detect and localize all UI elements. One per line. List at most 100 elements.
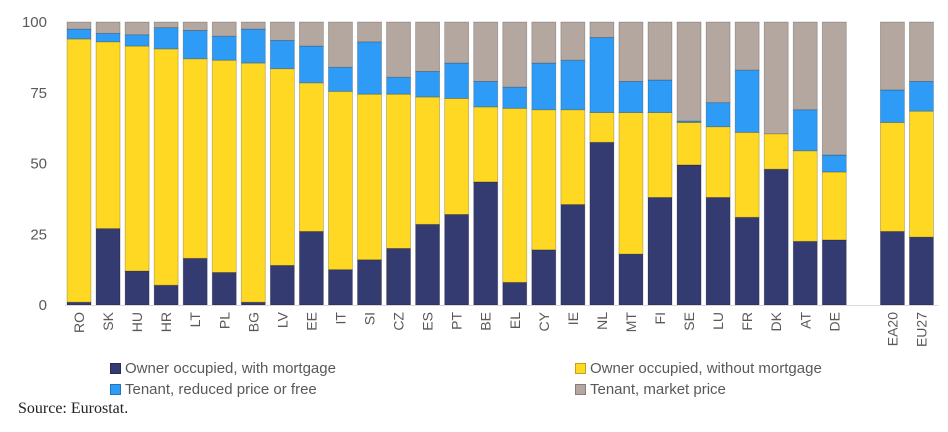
bar-segment-FR-1	[734, 131, 760, 218]
bar-segment-LU-3	[705, 21, 731, 104]
x-tick-label: CZ	[391, 312, 407, 331]
x-tick-label: NL	[594, 312, 610, 330]
legend-swatch-icon	[575, 384, 586, 395]
x-tick-label: FI	[652, 312, 668, 324]
bar-segment-LV-1	[269, 68, 295, 266]
bar-segment-DK-0	[763, 168, 789, 306]
bar-segment-HR-3	[153, 21, 179, 29]
bar-segment-EA20-3	[880, 21, 905, 91]
bar-segment-CY-0	[531, 249, 557, 306]
bar-segment-ES-2	[415, 71, 441, 98]
bar-segment-SI-0	[357, 259, 382, 306]
x-tick-label: SK	[100, 311, 116, 330]
x-tick-label: AT	[797, 312, 813, 329]
bar-segment-BG-1	[240, 62, 266, 303]
bar-segment-NL-3	[589, 21, 615, 38]
bar-segment-SI-3	[357, 21, 382, 43]
legend-label: Tenant, market price	[590, 381, 726, 398]
bar-segment-FI-1	[647, 112, 673, 198]
bar-segment-LU-1	[705, 126, 731, 198]
bar-segment-EU27-2	[909, 81, 934, 112]
legend-swatch-icon	[110, 384, 121, 395]
x-tick-label: DK	[768, 311, 784, 331]
source-note: Source: Eurostat.	[18, 400, 129, 417]
bar-segment-NL-0	[589, 141, 615, 306]
bar-segment-IE-1	[560, 109, 586, 205]
x-tick-label: HU	[129, 312, 145, 332]
bar-segment-HR-2	[153, 27, 179, 50]
bar-segment-BG-0	[240, 301, 266, 306]
bars	[66, 21, 934, 306]
bar-segment-SE-0	[676, 164, 702, 306]
legend-item-owner-with-mortgage: Owner occupied, with mortgage	[110, 360, 336, 377]
bar-segment-LT-2	[182, 30, 208, 60]
bar-segment-RO-2	[66, 28, 92, 40]
x-tick-label: LV	[274, 311, 290, 328]
bar-segment-PL-2	[211, 35, 237, 61]
bar-segment-EU27-1	[909, 110, 934, 238]
bar-segment-IT-3	[328, 21, 353, 68]
bar-segment-EA20-2	[880, 89, 905, 123]
x-tick-label: MT	[623, 312, 639, 333]
x-tick-label: LU	[710, 312, 726, 330]
bar-segment-AT-2	[792, 109, 818, 152]
x-tick-label: PT	[449, 312, 465, 330]
bar-segment-EU27-0	[909, 236, 934, 306]
bar-segment-BG-3	[240, 21, 266, 30]
legend-item-tenant-market: Tenant, market price	[575, 381, 726, 398]
bar-segment-EL-2	[502, 86, 528, 109]
bar-segment-DE-1	[821, 171, 847, 241]
bar-segment-SK-0	[95, 228, 121, 306]
x-tick-label: PL	[216, 312, 232, 329]
x-tick-label: IT	[332, 312, 348, 325]
bar-segment-AT-0	[792, 240, 818, 306]
bar-segment-HU-1	[124, 45, 150, 272]
bar-segment-MT-0	[618, 253, 644, 306]
bar-segment-BE-3	[473, 21, 499, 82]
y-tick-label: 25	[30, 226, 47, 243]
bar-segment-PT-2	[444, 62, 470, 99]
bar-segment-EL-3	[502, 21, 528, 88]
bar-segment-CZ-2	[386, 76, 411, 95]
bar-segment-PL-3	[211, 21, 237, 37]
x-tick-label: ES	[420, 312, 436, 331]
bar-segment-AT-1	[792, 150, 818, 242]
x-tick-label: CY	[536, 311, 552, 331]
bar-segment-EA20-0	[880, 231, 905, 306]
x-tick-label: FR	[739, 312, 755, 331]
bar-segment-DK-3	[763, 21, 789, 135]
bar-segment-RO-0	[66, 301, 92, 306]
bar-segment-LV-0	[269, 264, 295, 306]
bar-segment-CZ-0	[386, 247, 411, 306]
bar-segment-BE-2	[473, 81, 499, 108]
bar-segment-PT-0	[444, 214, 470, 306]
bar-segment-CZ-1	[386, 93, 411, 249]
bar-segment-BG-2	[240, 28, 266, 64]
x-tick-label: IE	[565, 312, 581, 325]
bar-segment-MT-1	[618, 112, 644, 255]
bar-segment-DE-3	[821, 21, 847, 156]
bar-segment-PL-0	[211, 272, 237, 306]
bar-segment-IT-1	[328, 90, 353, 271]
bar-segment-EE-2	[298, 45, 324, 84]
bar-segment-EE-1	[298, 82, 324, 232]
x-axis-labels: RO SK HU HR LT PL BG LV EE IT SI CZ ES PT BE EL CY IE NL MT…	[71, 311, 929, 347]
x-tick-label: EE	[303, 312, 319, 331]
bar-segment-MT-3	[618, 21, 644, 82]
bar-segment-IE-3	[560, 21, 586, 61]
bar-segment-EA20-1	[880, 122, 905, 232]
bar-segment-HU-0	[124, 270, 150, 306]
bar-segment-IE-2	[560, 59, 586, 111]
bar-segment-HR-1	[153, 48, 179, 286]
bar-segment-RO-3	[66, 21, 92, 30]
bar-segment-ES-1	[415, 96, 441, 225]
legend-label: Owner occupied, with mortgage	[125, 360, 336, 377]
y-tick-label: 100	[22, 14, 47, 31]
bar-segment-FI-0	[647, 197, 673, 306]
bar-segment-LU-0	[705, 197, 731, 306]
x-tick-label: HR	[158, 312, 174, 332]
x-tick-label: LT	[187, 312, 203, 328]
bar-segment-EE-0	[298, 231, 324, 306]
bar-segment-LV-3	[269, 21, 295, 41]
bar-segment-PL-1	[211, 59, 237, 273]
